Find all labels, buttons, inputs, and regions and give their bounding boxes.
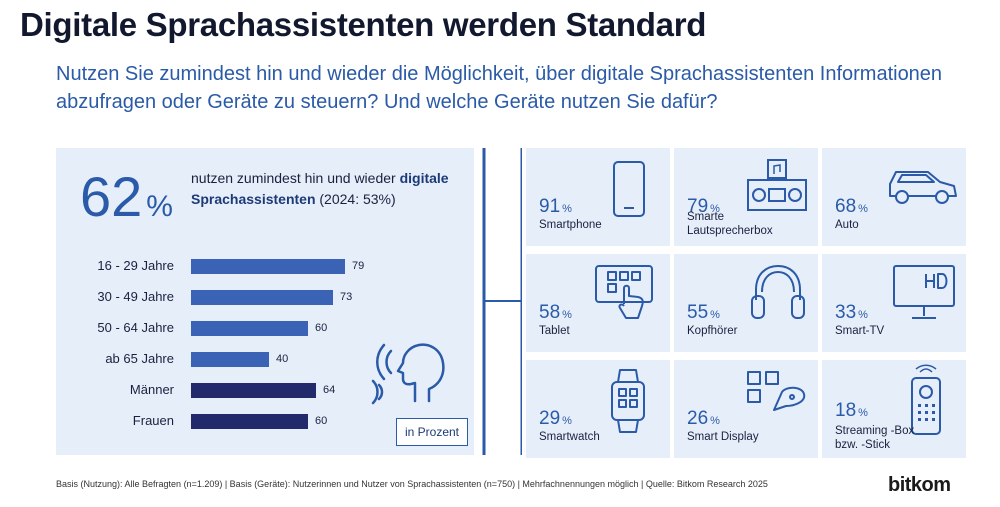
tablet-icon xyxy=(595,265,653,319)
bar-label: ab 65 Jahre xyxy=(105,351,174,366)
bar xyxy=(191,259,345,274)
tile-value: 33 xyxy=(835,302,857,323)
tile-value: 58 xyxy=(539,302,561,323)
bar-row: Frauen 60 xyxy=(56,411,356,431)
tile-label: Smartphone xyxy=(539,219,602,231)
bar-label: Männer xyxy=(129,382,174,397)
tile-unit: % xyxy=(562,203,572,215)
headline-text: nutzen zumindest hin und wieder digitale… xyxy=(191,168,461,210)
headline-text-bold: digitale Sprachassistenten xyxy=(191,170,449,207)
headline-value: 62 xyxy=(80,165,143,228)
tile-unit: % xyxy=(858,309,868,321)
tile-value: 55 xyxy=(687,302,709,323)
tile-value: 18 xyxy=(835,400,857,421)
tile-smart-display: 26% Smart Display xyxy=(674,360,818,458)
smart-display-icon xyxy=(747,371,806,411)
bar xyxy=(191,290,333,305)
smartwatch-icon xyxy=(611,369,645,433)
tile-car: 68% Auto xyxy=(822,148,966,246)
tile-headphones: 55% Kopfhörer xyxy=(674,254,818,352)
tile-streaming: 18% Streaming -Box bzw. -Stick xyxy=(822,360,966,458)
tile-smart-tv: 33% Smart-TV xyxy=(822,254,966,352)
bar-value-label: 73 xyxy=(340,291,353,303)
bar-value-label: 60 xyxy=(315,415,328,427)
bar-label: 16 - 29 Jahre xyxy=(97,258,174,273)
tile-label: Kopfhörer xyxy=(687,325,738,337)
connector-line xyxy=(482,148,522,455)
page-title: Digitale Sprachassistenten werden Standa… xyxy=(20,6,707,43)
tile-unit: % xyxy=(858,407,868,419)
tile-unit: % xyxy=(710,309,720,321)
bar-value-label: 79 xyxy=(352,260,365,272)
bar-row: 50 - 64 Jahre 60 xyxy=(56,318,356,338)
tile-value: 26 xyxy=(687,408,709,429)
bar xyxy=(191,321,308,336)
bitkom-logo: bitkom xyxy=(888,474,951,496)
tile-value: 91 xyxy=(539,196,561,217)
smart-speaker-icon xyxy=(747,159,807,211)
bar-value-label: 40 xyxy=(276,353,289,365)
remote-control-icon xyxy=(911,364,941,435)
tile-value: 29 xyxy=(539,408,561,429)
tile-label: Smarte Lautsprecherbox xyxy=(687,211,773,237)
headline-text-part2: (2024: 53%) xyxy=(315,191,396,207)
car-icon xyxy=(889,171,957,204)
tile-unit: % xyxy=(710,203,720,215)
tile-value: 68 xyxy=(835,196,857,217)
headline-unit: % xyxy=(146,190,173,223)
tile-label: Smart-TV xyxy=(835,325,885,337)
tile-label: Tablet xyxy=(539,325,570,337)
tile-unit: % xyxy=(562,415,572,427)
unit-legend: in Prozent xyxy=(396,418,468,446)
tile-smartphone: 91% Smartphone xyxy=(526,148,670,246)
age-gender-panel: 62% nutzen zumindest hin und wieder digi… xyxy=(56,148,474,455)
headline-percentage: 62% xyxy=(80,164,173,229)
bar-row: Männer 64 xyxy=(56,380,356,400)
bar xyxy=(191,352,269,367)
speaking-head-icon xyxy=(371,343,445,405)
bar-row: 30 - 49 Jahre 73 xyxy=(56,287,356,307)
smartphone-icon xyxy=(613,161,645,217)
tile-label: Smart Display xyxy=(687,431,759,443)
bar-value-label: 60 xyxy=(315,322,328,334)
tile-label: Streaming -Box bzw. -Stick xyxy=(835,425,915,451)
bar-label: 30 - 49 Jahre xyxy=(97,289,174,304)
smart-tv-icon xyxy=(893,265,955,319)
tile-tablet: 58% Tablet xyxy=(526,254,670,352)
bar xyxy=(191,414,308,429)
tile-unit: % xyxy=(710,415,720,427)
tile-label: Smartwatch xyxy=(539,431,600,443)
bar xyxy=(191,383,316,398)
bar-row: ab 65 Jahre 40 xyxy=(56,349,356,369)
tile-smartwatch: 29% Smartwatch xyxy=(526,360,670,458)
headline-text-part1: nutzen zumindest hin und wieder xyxy=(191,170,400,186)
tile-unit: % xyxy=(858,203,868,215)
source-footnote: Basis (Nutzung): Alle Befragten (n=1.209… xyxy=(56,479,768,489)
bar-label: Frauen xyxy=(132,413,174,428)
headphones-icon xyxy=(751,265,805,319)
tile-label: Auto xyxy=(835,219,859,231)
tile-unit: % xyxy=(562,309,572,321)
page-subtitle: Nutzen Sie zumindest hin und wieder die … xyxy=(56,63,943,113)
bar-row: 16 - 29 Jahre 79 xyxy=(56,256,364,276)
tile-value: 79 xyxy=(687,196,709,217)
bar-label: 50 - 64 Jahre xyxy=(97,320,174,335)
bar-value-label: 64 xyxy=(323,384,336,396)
tile-smart-speaker: 79% Smarte Lautsprecherbox xyxy=(674,148,818,246)
